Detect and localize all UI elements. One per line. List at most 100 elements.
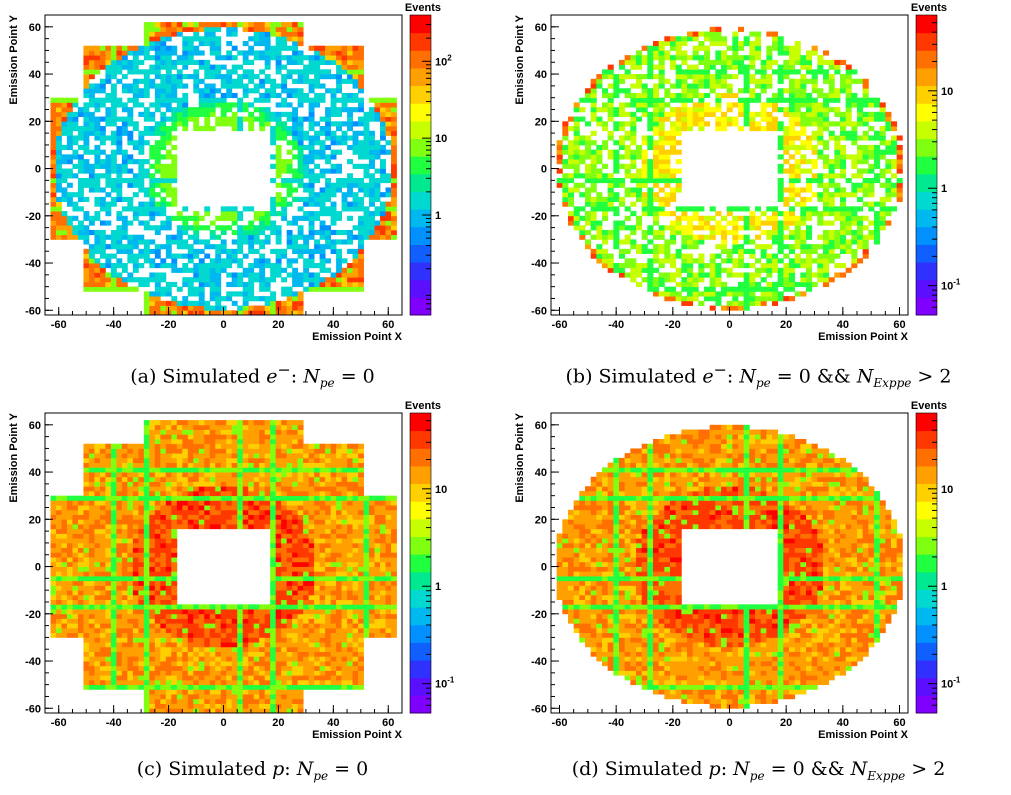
heatmap-cell bbox=[220, 83, 227, 89]
heatmap-cell bbox=[811, 102, 818, 108]
heatmap-cell bbox=[286, 305, 293, 311]
heatmap-cell bbox=[160, 177, 167, 184]
heatmap-cell bbox=[83, 457, 90, 463]
heatmap-cell bbox=[789, 281, 796, 288]
heatmap-cell bbox=[198, 97, 205, 103]
heatmap-cell bbox=[292, 220, 299, 226]
heatmap-cell bbox=[138, 594, 145, 601]
heatmap-cell bbox=[50, 495, 57, 501]
heatmap-cell bbox=[253, 40, 260, 47]
heatmap-cell bbox=[330, 187, 337, 193]
heatmap-cell bbox=[834, 244, 841, 250]
heatmap-cell bbox=[675, 248, 682, 254]
heatmap-cell bbox=[709, 78, 716, 84]
heatmap-cell bbox=[270, 211, 277, 217]
heatmap-cell bbox=[99, 116, 106, 122]
heatmap-cell bbox=[270, 229, 277, 236]
heatmap-cell bbox=[83, 561, 90, 567]
heatmap-cell bbox=[806, 69, 813, 75]
heatmap-cell bbox=[562, 192, 569, 198]
heatmap-cell bbox=[259, 277, 266, 283]
heatmap-cell bbox=[352, 206, 359, 212]
heatmap-cell bbox=[325, 286, 331, 292]
heatmap-cell bbox=[149, 196, 156, 203]
heatmap-cell bbox=[187, 26, 194, 32]
heatmap-cell bbox=[160, 206, 167, 212]
heatmap-cell bbox=[698, 55, 705, 61]
heatmap-cell bbox=[607, 196, 614, 203]
heatmap-cell bbox=[766, 258, 773, 264]
heatmap-cell bbox=[658, 69, 665, 75]
heatmap-cell bbox=[110, 92, 117, 99]
heatmap-cell bbox=[709, 59, 716, 65]
heatmap-cell bbox=[127, 665, 134, 671]
heatmap-cell bbox=[749, 225, 756, 231]
heatmap-cell bbox=[664, 177, 671, 184]
heatmap-cell bbox=[50, 561, 57, 567]
heatmap-cell bbox=[698, 31, 705, 37]
heatmap-cell bbox=[116, 211, 123, 217]
heatmap-cell bbox=[99, 661, 106, 667]
heatmap-cell bbox=[868, 163, 875, 169]
heatmap-cell bbox=[77, 623, 84, 629]
heatmap-cell bbox=[182, 55, 189, 61]
heatmap-cell bbox=[783, 244, 790, 250]
heatmap-cell bbox=[358, 69, 364, 75]
heatmap-cell bbox=[862, 111, 869, 117]
heatmap-cell bbox=[149, 291, 156, 297]
heatmap-cell bbox=[160, 22, 167, 28]
heatmap-cell bbox=[77, 561, 84, 567]
heatmap-cell bbox=[675, 64, 682, 70]
heatmap-cell bbox=[806, 55, 813, 61]
heatmap-cell bbox=[116, 140, 123, 146]
heatmap-cell bbox=[380, 107, 386, 113]
heatmap-cell bbox=[99, 500, 106, 506]
heatmap-cell bbox=[160, 74, 167, 80]
heatmap-cell bbox=[105, 500, 112, 506]
heatmap-cell bbox=[154, 281, 161, 288]
heatmap-cell bbox=[845, 229, 852, 236]
heatmap-cell bbox=[352, 177, 359, 184]
heatmap-cell bbox=[641, 140, 648, 146]
heatmap-cell bbox=[286, 229, 293, 236]
heatmap-cell bbox=[110, 130, 117, 136]
heatmap-cell bbox=[127, 495, 134, 501]
heatmap-cell bbox=[772, 220, 779, 226]
heatmap-cell bbox=[369, 215, 375, 221]
heatmap-cell bbox=[154, 225, 161, 231]
heatmap-cell bbox=[193, 45, 200, 51]
heatmap-cell bbox=[149, 201, 156, 207]
heatmap-cell bbox=[72, 533, 79, 539]
heatmap-cell bbox=[641, 192, 648, 198]
heatmap-cell bbox=[636, 50, 643, 56]
heatmap-cell bbox=[116, 476, 123, 482]
heatmap-cell bbox=[607, 111, 614, 117]
heatmap-cell bbox=[817, 64, 824, 70]
heatmap-cell bbox=[132, 263, 139, 269]
heatmap-cell bbox=[658, 45, 665, 51]
heatmap-cell bbox=[840, 111, 847, 117]
heatmap-cell bbox=[77, 159, 84, 165]
z-tick-label: 1 bbox=[435, 210, 441, 222]
heatmap-cell bbox=[308, 78, 315, 84]
heatmap-cell bbox=[641, 177, 648, 184]
heatmap-cell bbox=[885, 192, 892, 198]
heatmap-cell bbox=[127, 64, 134, 70]
heatmap-cell bbox=[800, 229, 807, 236]
heatmap-cell bbox=[585, 144, 592, 151]
heatmap-cell bbox=[709, 253, 716, 259]
heatmap-cell bbox=[789, 135, 796, 141]
heatmap-cell bbox=[121, 599, 128, 605]
heatmap-cell bbox=[121, 552, 128, 558]
heatmap-cell bbox=[105, 684, 112, 690]
heatmap-cell bbox=[692, 121, 699, 127]
heatmap-cell bbox=[670, 59, 677, 65]
heatmap-cell bbox=[624, 92, 631, 99]
heatmap-cell bbox=[817, 234, 824, 240]
heatmap-cell bbox=[602, 140, 609, 146]
heatmap-cell bbox=[726, 258, 733, 264]
heatmap-cell bbox=[50, 159, 57, 165]
heatmap-cell bbox=[630, 55, 637, 61]
heatmap-cell bbox=[845, 102, 852, 108]
heatmap-cell bbox=[83, 168, 90, 174]
